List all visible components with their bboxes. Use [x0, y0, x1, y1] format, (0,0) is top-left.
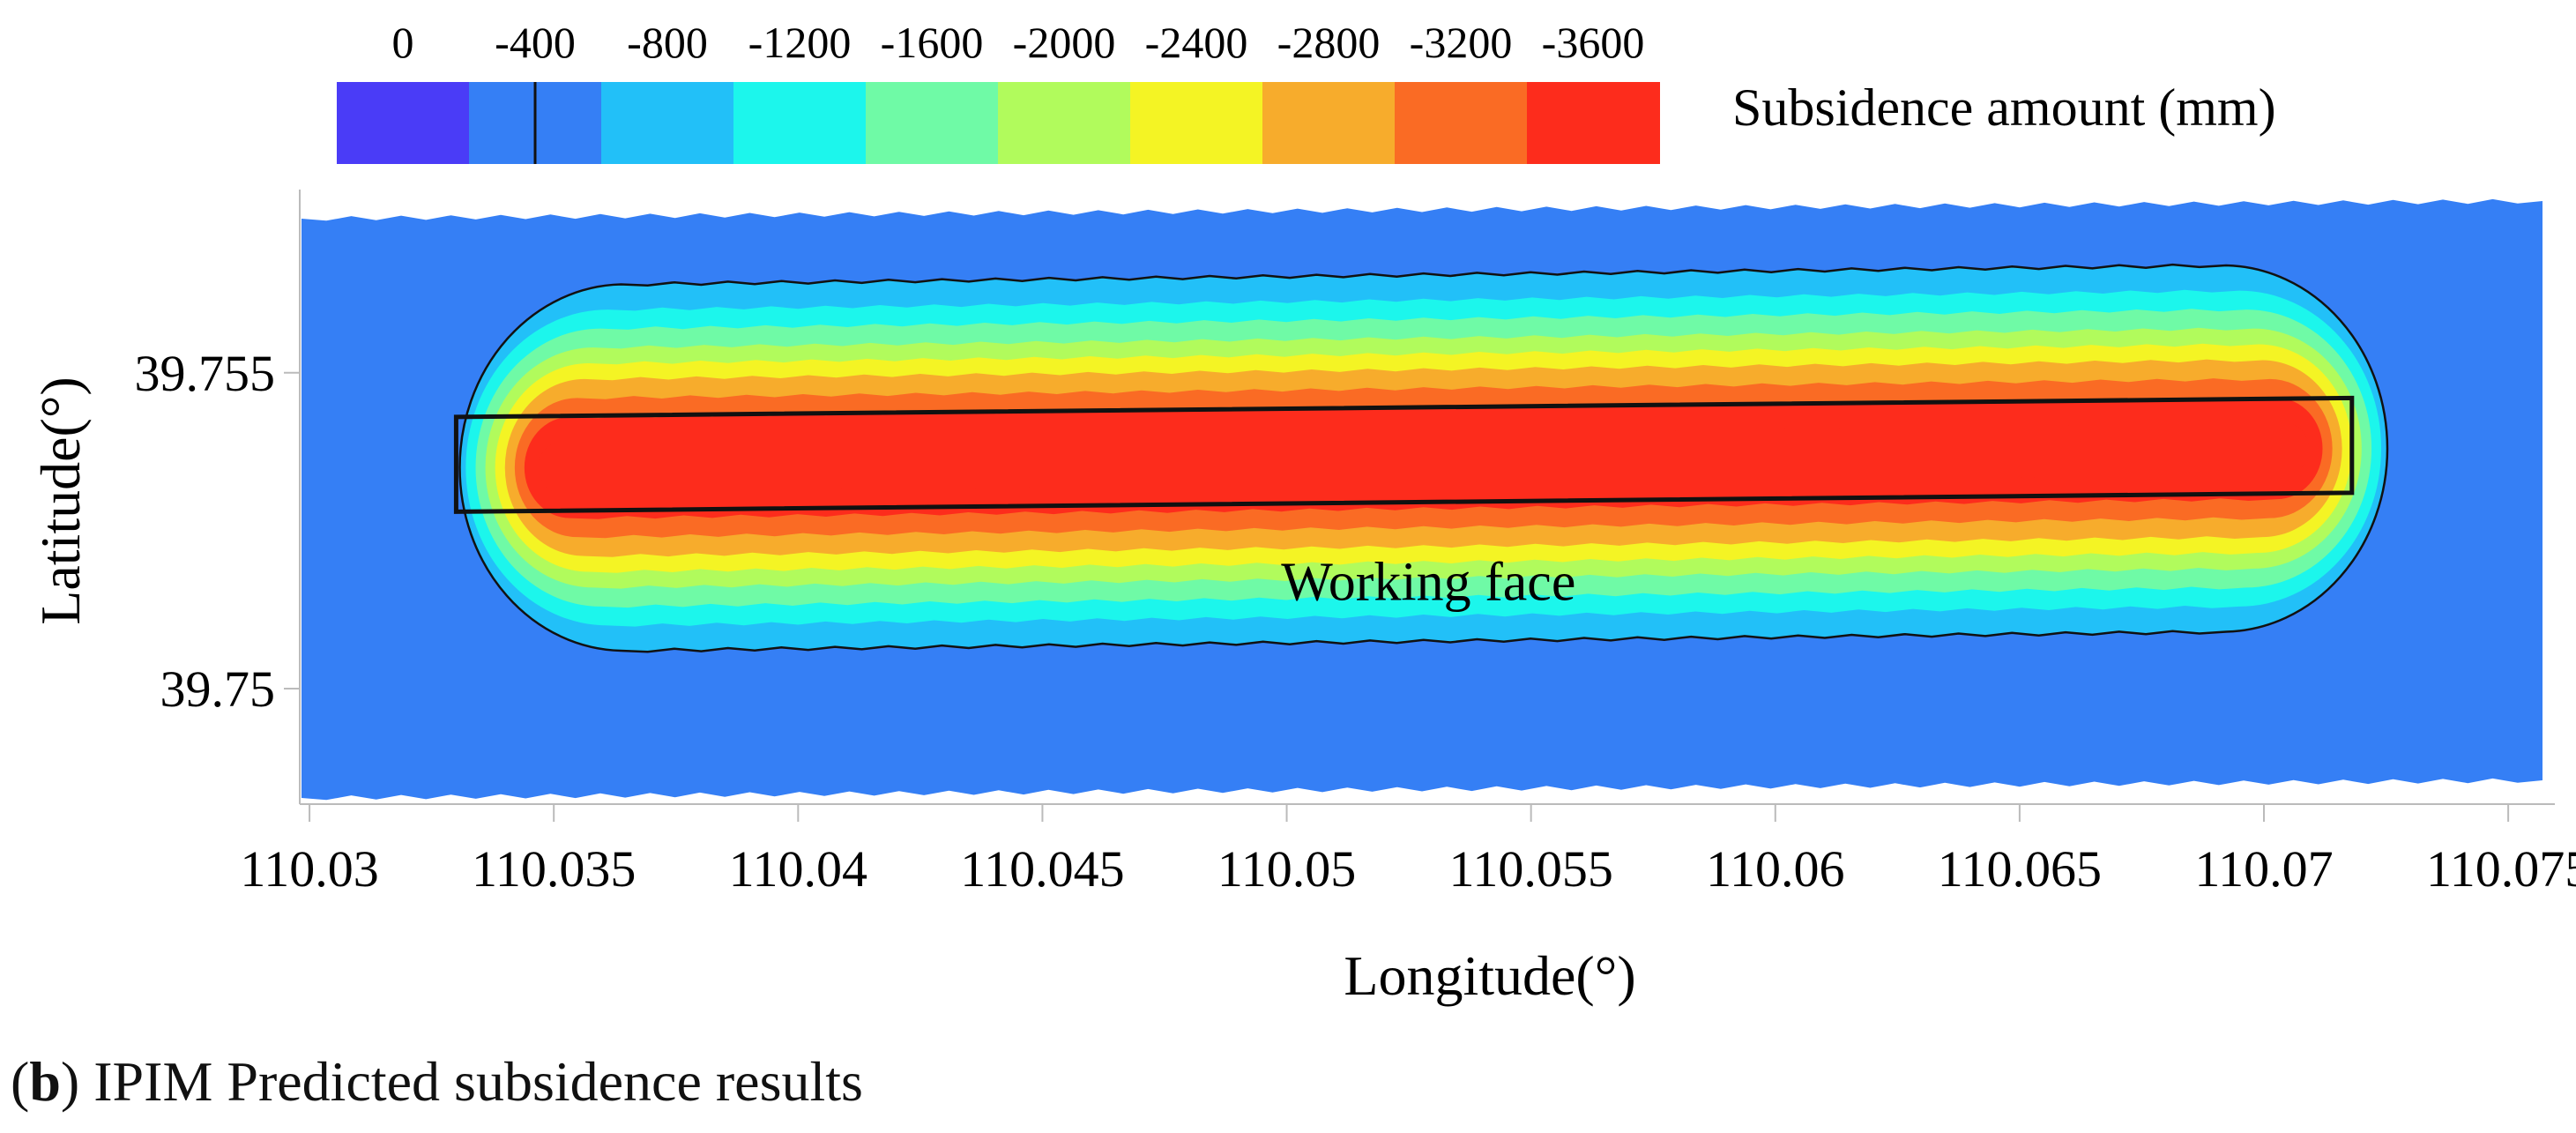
- colorbar-tick-label: -3200: [1410, 18, 1513, 67]
- colorbar-swatch: [733, 82, 867, 164]
- colorbar-swatch: [1262, 82, 1396, 164]
- colorbar: [337, 82, 1660, 164]
- caption-panel-label: b: [29, 1050, 61, 1113]
- colorbar-swatch: [866, 82, 999, 164]
- y-tick-label: 39.75: [160, 660, 276, 718]
- colorbar-swatch: [601, 82, 734, 164]
- colorbar-tick-label: -2400: [1145, 18, 1248, 67]
- caption-open-paren: (: [11, 1050, 30, 1113]
- colorbar-tick-label: 0: [392, 18, 414, 67]
- colorbar-swatch: [998, 82, 1131, 164]
- contour-band: [538, 422, 2310, 495]
- colorbar-tick-label: -800: [627, 18, 708, 67]
- subsidence-contours: [458, 263, 2389, 653]
- colorbar-tick-label: -3600: [1542, 18, 1645, 67]
- x-tick-label: 110.07: [2194, 840, 2333, 898]
- working-face-outline: [453, 395, 2355, 514]
- colorbar-swatch: [1395, 82, 1528, 164]
- x-tick-label: 110.05: [1217, 840, 1356, 898]
- x-tick-label: 110.045: [960, 840, 1124, 898]
- x-tick-label: 110.03: [240, 840, 378, 898]
- x-tick-label: 110.065: [1938, 840, 2102, 898]
- colorbar-tick-label: -2800: [1277, 18, 1381, 67]
- colorbar-title: Subsidence amount (mm): [1732, 78, 2276, 137]
- x-tick-label: 110.075: [2426, 840, 2576, 898]
- colorbar-tick-label: -2000: [1013, 18, 1116, 67]
- caption-text: ) IPIM Predicted subsidence results: [60, 1050, 863, 1113]
- x-axis: 110.03 110.035 110.04 110.045 110.05 110.055 1…: [240, 803, 2576, 898]
- colorbar-tick-label: -400: [495, 18, 576, 67]
- y-axis: 39.755 39.75: [135, 190, 301, 804]
- figure-caption: (b) IPIM Predicted subsidence results: [11, 1049, 863, 1114]
- colorbar-tick-labels: 0 -400 -800 -1200 -1600 -2000 -2400 -2800 -3200-…: [392, 18, 1645, 67]
- y-tick-label: 39.755: [135, 345, 276, 402]
- plot-area: Working face: [302, 198, 2542, 801]
- working-face-label: Working face: [1281, 553, 1575, 613]
- colorbar-swatch: [1130, 82, 1263, 164]
- colorbar-tick-label: -1200: [748, 18, 852, 67]
- x-tick-label: 110.04: [729, 840, 867, 898]
- x-tick-label: 110.06: [1706, 840, 1844, 898]
- colorbar-swatch: [337, 82, 470, 164]
- x-tick-label: 110.035: [472, 840, 636, 898]
- x-axis-label: Longitude(°): [1344, 944, 1635, 1007]
- colorbar-tick-label: -1600: [881, 18, 984, 67]
- y-axis-label: Latitude(°): [29, 376, 92, 624]
- colorbar-swatch: [1527, 82, 1660, 164]
- x-tick-label: 110.055: [1448, 840, 1612, 898]
